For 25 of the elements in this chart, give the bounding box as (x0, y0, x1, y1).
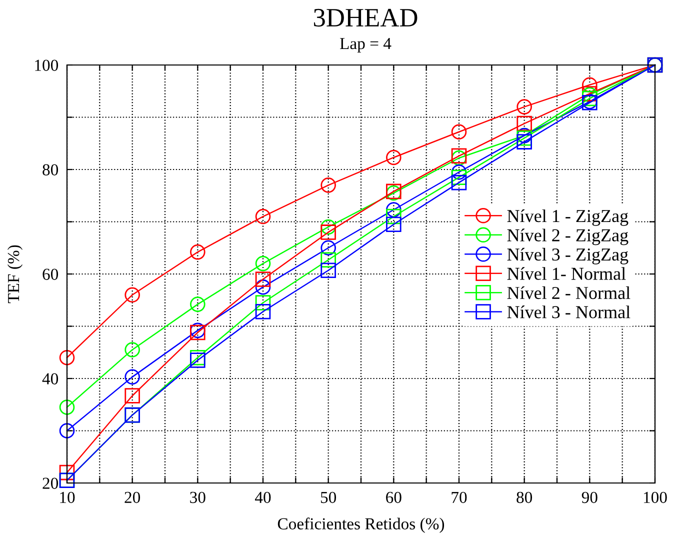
x-tick-label: 70 (452, 492, 467, 504)
x-tick-label: 10 (60, 492, 75, 504)
x-tick-label: 100 (644, 492, 667, 504)
x-tick-label: 60 (386, 492, 402, 504)
legend-label: Nível 3 - ZigZag (507, 248, 628, 264)
x-tick-label: 30 (190, 492, 206, 504)
legend-label: Nível 2 - ZigZag (507, 228, 628, 246)
chart-subtitle: Lap = 4 (340, 38, 392, 53)
legend-label: Nível 2 - Normal (507, 286, 630, 300)
x-axis-title: Coeficientes Retidos (%) (278, 518, 444, 533)
x-tick-label: 50 (320, 492, 336, 504)
y-tick-label: 60 (42, 268, 58, 280)
y-tick-label: 100 (35, 60, 58, 71)
y-axis-title: TEF (%) (7, 245, 23, 304)
legend-label: Nível 1 - ZigZag (507, 209, 628, 226)
y-tick-label: 40 (42, 373, 58, 384)
x-tick-label: 40 (254, 492, 271, 504)
legend-label: Nível 1- Normal (507, 267, 626, 280)
y-tick-label: 20 (42, 478, 58, 489)
x-tick-label: 80 (516, 492, 532, 504)
y-tick-label: 80 (42, 164, 58, 176)
legend-label: Nível 3 - Normal (507, 306, 630, 318)
chart-title: 3DHEAD (314, 8, 418, 27)
x-tick-label: 90 (582, 492, 598, 504)
x-tick-label: 20 (124, 492, 140, 504)
